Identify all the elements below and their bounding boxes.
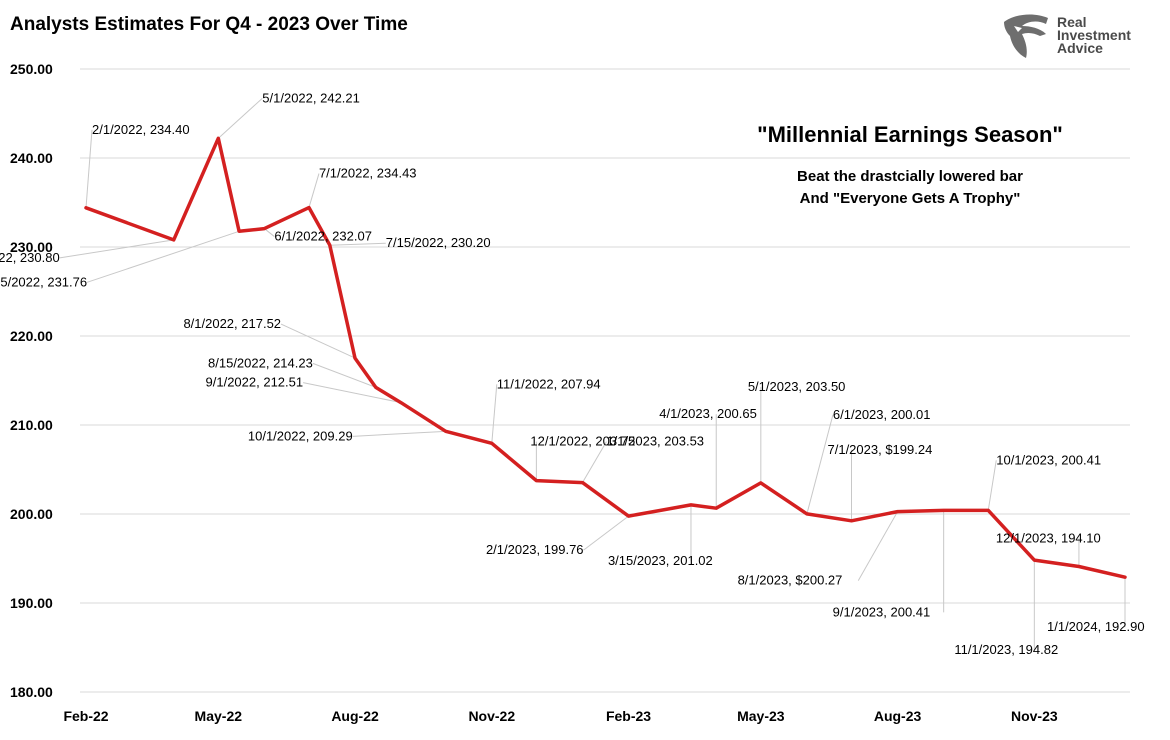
- data-label: 1/1/2023, 203.53: [606, 434, 704, 449]
- gridlines: [80, 68, 1130, 693]
- chart-title: Analysts Estimates For Q4 - 2023 Over Ti…: [10, 14, 408, 35]
- leader-line: [264, 228, 275, 237]
- data-label: 9/1/2022, 212.51: [206, 375, 304, 390]
- data-label: 8/15/2022, 214.23: [208, 355, 313, 370]
- leader-line: [280, 323, 356, 359]
- data-label: 8/1/2022, 217.52: [183, 316, 281, 331]
- data-label: 8/1/2023, $200.27: [738, 573, 843, 588]
- x-tick-label: Feb-22: [63, 708, 108, 724]
- logo-line-advice: Advice: [1057, 40, 1103, 56]
- eagle-head-icon: [1004, 14, 1048, 58]
- logo-line-real: Real: [1057, 14, 1087, 30]
- data-label: 9/1/2023, 200.41: [833, 604, 931, 619]
- annotation-box: "Millennial Earnings Season" Beat the dr…: [700, 122, 1120, 210]
- y-tick-label: 250.00: [10, 61, 53, 77]
- data-label: 5/15/2022, 231.76: [0, 274, 87, 289]
- logo-line-investment: Investment: [1057, 27, 1131, 43]
- y-tick-label: 210.00: [10, 417, 53, 433]
- data-label: 12/1/2022, 203.75: [530, 434, 635, 449]
- y-tick-label: 220.00: [10, 328, 53, 344]
- y-tick-label: 180.00: [10, 684, 53, 700]
- series-line: [84, 136, 1127, 579]
- leader-line: [329, 242, 386, 246]
- data-label: 2/1/2022, 234.40: [92, 122, 190, 137]
- data-label: 3/15/2023, 201.02: [608, 553, 713, 568]
- leader-line: [352, 430, 446, 437]
- leader-line: [217, 97, 263, 139]
- data-label: 7/1/2023, $199.24: [828, 442, 933, 457]
- data-label: 4/1/2023, 200.65: [659, 406, 757, 421]
- data-label: 11/1/2023, 194.82: [954, 642, 1058, 657]
- x-tick-label: May-22: [195, 708, 243, 724]
- data-label: 5/1/2022, 242.21: [262, 90, 360, 105]
- y-tick-label: 230.00: [10, 239, 53, 255]
- data-label: 10/1/2023, 200.41: [996, 452, 1101, 467]
- leader-line: [303, 382, 402, 404]
- x-tick-label: Feb-23: [606, 708, 651, 724]
- data-label: 7/15/2022, 230.20: [386, 235, 491, 250]
- data-label: 12/1/2023, 194.10: [996, 531, 1101, 546]
- data-label: 4/1/2022, 230.80: [0, 250, 60, 265]
- data-label: 6/1/2022, 232.07: [274, 229, 372, 244]
- leader-line: [582, 441, 607, 483]
- leader-line: [806, 414, 834, 515]
- leader-lines: [59, 97, 1126, 651]
- leader-line: [86, 230, 240, 283]
- x-tick-label: Aug-22: [331, 708, 379, 724]
- leader-line: [491, 384, 498, 444]
- data-label: 6/1/2023, 200.01: [833, 407, 931, 422]
- y-tick-label: 190.00: [10, 595, 53, 611]
- y-tick-label: 240.00: [10, 150, 53, 166]
- x-tick-label: May-23: [737, 708, 785, 724]
- x-tick-label: Aug-23: [874, 708, 922, 724]
- data-label: 7/1/2022, 234.43: [319, 166, 417, 181]
- leader-line: [987, 460, 997, 511]
- data-label: 11/1/2022, 207.94: [497, 376, 601, 391]
- data-label: 2/1/2023, 199.76: [486, 542, 584, 557]
- leader-line: [59, 239, 174, 259]
- leader-line: [308, 173, 320, 208]
- leader-line: [857, 511, 899, 581]
- leader-line: [312, 362, 377, 388]
- annotation-line-2: And "Everyone Gets A Trophy": [799, 190, 1021, 207]
- leader-line: [583, 515, 629, 551]
- annotation-line-1: Beat the drastcially lowered bar: [797, 168, 1023, 185]
- annotation-headline: "Millennial Earnings Season": [757, 122, 1063, 147]
- leader-line: [85, 129, 93, 208]
- logo: Real Investment Advice: [1000, 12, 1140, 60]
- data-label: 5/1/2023, 203.50: [748, 379, 846, 394]
- axis-labels: 180.00 190.00 200.00 210.00 220.00 230.00 240.…: [10, 61, 1058, 724]
- data-label: 1/1/2024, 192.90: [1047, 619, 1145, 634]
- x-tick-label: Nov-23: [1011, 708, 1058, 724]
- x-tick-label: Nov-22: [468, 708, 515, 724]
- y-tick-label: 200.00: [10, 506, 53, 522]
- logo-text: Real Investment Advice: [1057, 14, 1131, 56]
- series-line-layer: [84, 136, 1127, 579]
- data-label: 10/1/2022, 209.29: [248, 428, 353, 443]
- data-labels: 2/1/2022, 234.40 4/1/2022, 230.80 5/1/2022…: [0, 90, 1145, 657]
